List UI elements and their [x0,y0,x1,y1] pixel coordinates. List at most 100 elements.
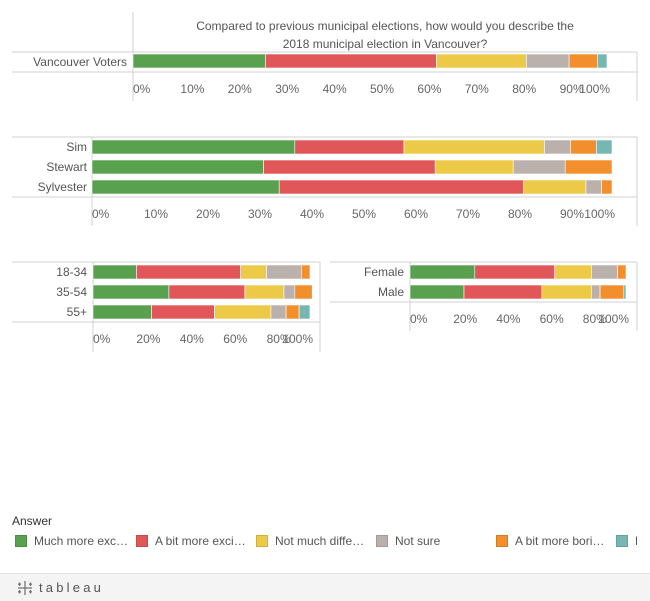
tableau-plus-icon [18,580,32,595]
bar-segment [591,264,618,280]
legend-item[interactable]: M [616,532,637,550]
bar-segment [214,304,272,320]
tick-label: 70% [456,207,480,221]
tick-label: 10% [144,207,168,221]
bar-segment [463,284,543,300]
tick-label: 60% [417,82,441,96]
category-label: 55+ [67,305,87,319]
tick-label: 80% [583,312,607,326]
tick-label: 60% [540,312,564,326]
legend-label: A bit more bori… [515,534,605,548]
bar-segment [623,284,627,300]
legend-item[interactable]: Not sure [376,532,440,550]
bar-segment [91,179,280,195]
bar-segment [617,264,627,280]
tick-label: 50% [352,207,376,221]
legend-swatch [616,535,628,547]
tick-label: 20% [196,207,220,221]
category-label: Sylvester [38,180,87,194]
tick-label: 0% [133,82,151,96]
bar-segment [265,53,437,69]
bar-segment [263,159,436,175]
bar-segment [240,264,267,280]
tick-label: 70% [465,82,489,96]
category-label: 35-54 [56,285,87,299]
chart-title-line: 2018 municipal election in Vancouver? [283,37,488,51]
legend: Much more exc… A bit more exci… Not much d… [0,532,637,552]
category-label: Stewart [46,160,87,174]
bar-segment [409,284,465,300]
legend-label: Not much diffe… [275,534,365,548]
bar-segment [266,264,302,280]
bar-segment [136,264,241,280]
bar-segment [270,304,287,320]
tick-label: 100% [598,312,629,326]
tick-label: 0% [410,312,428,326]
legend-label: Much more exc… [34,534,129,548]
legend-item[interactable]: Much more exc… [15,532,128,550]
legend-item[interactable]: A bit more exci… [136,532,246,550]
bar-segment [564,159,613,175]
bar-segment [570,139,597,155]
bar-segment [597,53,608,69]
bar-segment [92,304,152,320]
legend-swatch [376,535,388,547]
bar-segment [544,139,571,155]
legend-swatch [256,535,268,547]
bar-segment [91,139,296,155]
category-label: Male [378,285,404,299]
tick-label: 90% [560,82,584,96]
category-label: 18-34 [56,265,87,279]
bar-segment [409,264,476,280]
legend-title: Answer [12,514,53,528]
bar-segment [601,179,613,195]
tick-label: 40% [300,207,324,221]
bar-segment [434,159,514,175]
legend-swatch [136,535,148,547]
bar-segment [168,284,246,300]
bar-segment [436,53,527,69]
bar-segment [283,284,296,300]
tick-label: 90% [560,207,584,221]
category-label: Vancouver Voters [33,55,127,69]
category-label: Sim [66,140,87,154]
bar-segment [294,139,405,155]
legend-item[interactable]: Not much diffe… [256,532,364,550]
tableau-logo-text: tableau [39,580,105,595]
tick-label: 80% [512,82,536,96]
bar-segment [132,53,266,69]
legend-item[interactable]: A bit more bori… [496,532,604,550]
footer-bar: tableau [0,573,650,601]
bar-segment [244,284,285,300]
tick-label: 60% [404,207,428,221]
chart-title-line: Compared to previous municipal elections… [196,19,574,33]
tick-label: 20% [136,332,160,346]
bar-segment [91,159,264,175]
bar-segment [585,179,602,195]
tick-label: 10% [180,82,204,96]
bar-segment [151,304,215,320]
tick-label: 100% [282,332,313,346]
legend-swatch [15,535,27,547]
tick-label: 20% [228,82,252,96]
legend-label: Not sure [395,534,441,548]
bar-segment [591,284,601,300]
legend-label: A bit more exci… [155,534,246,548]
tick-label: 50% [370,82,394,96]
legend-label: M [635,534,637,548]
tick-label: 80% [267,332,291,346]
bar-segment [474,264,555,280]
tick-label: 100% [579,82,610,96]
legend-swatch [496,535,508,547]
tick-label: 20% [453,312,477,326]
tick-label: 0% [92,207,110,221]
tick-label: 30% [275,82,299,96]
tick-label: 40% [323,82,347,96]
tick-label: 40% [180,332,204,346]
bar-segment [294,284,313,300]
bar-segment [285,304,300,320]
tick-label: 0% [93,332,111,346]
tick-label: 60% [223,332,247,346]
tick-label: 30% [248,207,272,221]
bar-segment [92,264,137,280]
